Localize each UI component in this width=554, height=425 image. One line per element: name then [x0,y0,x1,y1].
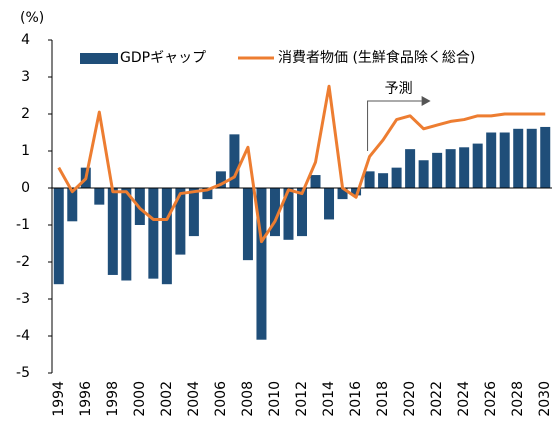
line [57,84,546,244]
y-tick-label: 0 [21,180,30,196]
y-tick-label: -5 [16,365,30,381]
y-tick-label: 2 [21,106,30,122]
bar [53,188,64,285]
bar [67,188,78,222]
bar [486,132,497,188]
bar [297,188,307,237]
bar [418,160,429,188]
bar [121,188,132,281]
annotation-arrowhead [421,96,431,107]
bar [378,173,389,188]
bar [94,188,105,205]
bar [337,188,348,200]
x-tick-label: 2012 [294,381,310,417]
legend-swatch [80,53,118,64]
y-tick-label: -1 [16,217,30,233]
bar [229,134,240,188]
bar [364,171,375,188]
bar [310,175,321,188]
annotation-arrow [367,100,422,151]
y-axis-label: (%) [20,10,44,26]
x-tick-label: 1994 [51,381,67,417]
x-tick-label: 2006 [213,381,229,417]
x-tick-label: 2008 [240,381,256,417]
bar [283,188,294,240]
bar [148,188,159,279]
bar [540,126,551,188]
y-tick-label: 3 [21,69,30,85]
x-tick-label: 1998 [105,381,121,417]
bar [472,143,483,188]
x-tick-label: 2022 [429,381,445,417]
bar [391,167,402,188]
x-tick-label: 1996 [78,381,94,417]
y-tick-label: -4 [16,328,30,344]
annotation: 予測 [385,81,413,97]
y-tick-label: -3 [16,291,30,307]
bar [513,128,524,188]
y-tick-label: 1 [21,143,30,159]
bar [526,128,537,188]
bar [459,147,470,188]
bar [499,132,510,188]
bar [188,188,199,237]
bar [351,188,362,196]
x-tick-label: 2030 [537,381,553,417]
x-tick-label: 2020 [402,381,418,417]
bar [256,188,267,340]
bar [202,188,213,200]
y-tick-label: 4 [21,32,30,48]
x-tick-label: 2028 [510,381,526,417]
x-tick-label: 2024 [456,381,472,417]
bar [161,188,172,285]
x-tick-label: 2000 [132,381,148,417]
bar [269,188,280,237]
x-tick-label: 2018 [375,381,391,417]
x-tick-label: 2002 [159,381,175,417]
y-tick-label: -2 [16,254,30,270]
bar [324,188,335,220]
legend-label: 消費者物価 (生鮮食品除く総合) [278,49,475,66]
bar [242,188,253,261]
bar [215,171,226,188]
x-tick-label: 2004 [186,381,202,417]
x-tick-label: 2016 [348,381,364,417]
bar [175,188,186,255]
x-tick-label: 2014 [321,381,337,417]
x-tick-label: 2010 [267,381,283,417]
bar [405,149,416,188]
legend-label: GDPギャップ [120,50,206,66]
bar [432,152,443,188]
bar [445,149,456,188]
bar [107,188,118,275]
x-tick-label: 2026 [483,381,499,417]
